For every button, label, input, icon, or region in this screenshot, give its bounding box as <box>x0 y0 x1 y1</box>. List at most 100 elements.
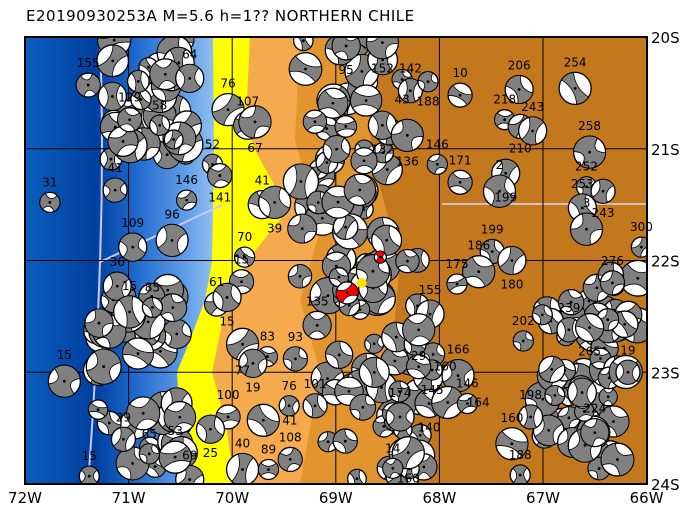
focal-mechanism[interactable] <box>350 147 378 175</box>
focal-mechanism[interactable] <box>630 236 651 258</box>
focal-mechanism[interactable] <box>195 414 226 444</box>
focal-mechanism[interactable] <box>288 52 323 86</box>
focal-mechanism[interactable] <box>512 330 534 352</box>
focal-mechanism[interactable] <box>225 452 260 485</box>
focal-mechanism[interactable] <box>158 293 188 323</box>
focal-mechanism[interactable] <box>417 71 439 93</box>
focal-mechanism[interactable] <box>85 348 122 385</box>
focal-mechanism[interactable] <box>161 318 192 350</box>
focal-mechanism[interactable] <box>149 114 171 136</box>
focal-mechanism[interactable] <box>107 125 139 158</box>
focal-mechanism[interactable] <box>599 270 626 296</box>
focal-mechanism[interactable] <box>365 27 400 60</box>
focal-mechanism[interactable] <box>343 173 377 207</box>
focal-mechanism[interactable] <box>332 214 359 241</box>
focal-mechanism[interactable] <box>126 396 161 431</box>
focal-mechanism[interactable] <box>302 310 332 340</box>
focal-mechanism[interactable] <box>580 417 610 448</box>
focal-mechanism[interactable] <box>302 393 328 419</box>
focal-mechanism[interactable] <box>504 74 534 105</box>
focal-mechanism[interactable] <box>322 134 351 164</box>
focal-mechanism[interactable] <box>600 442 635 477</box>
focal-mechanism[interactable] <box>292 31 314 52</box>
focal-mechanism[interactable] <box>84 308 114 338</box>
focal-mechanism[interactable] <box>406 354 432 380</box>
focal-mechanism[interactable] <box>558 71 592 106</box>
focal-mechanism[interactable] <box>441 358 475 393</box>
focal-mechanism[interactable] <box>364 333 385 354</box>
focal-mechanism[interactable] <box>110 426 137 452</box>
focal-mechanism[interactable] <box>538 355 566 384</box>
focal-mechanism[interactable] <box>556 317 582 343</box>
focal-mechanism[interactable] <box>302 109 328 134</box>
focal-mechanism[interactable] <box>87 399 109 420</box>
main-event-mechanism[interactable] <box>335 281 359 305</box>
focal-mechanism[interactable] <box>238 105 272 139</box>
focal-mechanism[interactable] <box>97 81 128 112</box>
secondary-event-mechanism[interactable] <box>373 250 387 264</box>
focal-mechanism[interactable] <box>47 364 82 398</box>
focal-mechanism[interactable] <box>278 395 300 417</box>
focal-mechanism[interactable] <box>517 116 548 146</box>
focal-mechanism[interactable] <box>138 443 160 465</box>
focal-mechanism[interactable] <box>590 178 616 204</box>
focal-mechanism[interactable] <box>277 446 303 473</box>
focal-mechanism[interactable] <box>163 129 184 150</box>
focal-mechanism[interactable] <box>367 110 398 140</box>
focal-mechanism[interactable] <box>332 428 358 454</box>
focal-mechanism[interactable] <box>349 84 383 117</box>
focal-mechanism[interactable] <box>238 348 268 378</box>
focal-mechanism[interactable] <box>517 404 544 430</box>
focal-mechanism[interactable] <box>615 359 641 385</box>
focal-mechanism[interactable] <box>158 440 192 474</box>
focal-mechanism[interactable] <box>557 288 585 316</box>
focal-mechanism[interactable] <box>282 346 309 372</box>
focal-mechanism[interactable] <box>391 436 425 470</box>
focal-mechanism[interactable] <box>371 224 403 256</box>
focal-mechanism[interactable] <box>569 212 604 246</box>
focal-mechanism[interactable] <box>567 377 598 408</box>
focal-mechanism[interactable] <box>331 32 361 61</box>
focal-mechanism[interactable] <box>121 337 155 370</box>
focal-mechanism[interactable] <box>349 393 377 421</box>
focal-mechanism[interactable] <box>163 400 197 434</box>
focal-mechanism[interactable] <box>574 312 605 343</box>
focal-mechanism[interactable] <box>385 402 415 432</box>
focal-mechanism[interactable] <box>317 87 349 119</box>
focal-mechanism[interactable] <box>598 387 618 407</box>
focal-mechanism[interactable] <box>482 174 517 208</box>
focal-mechanism[interactable] <box>497 245 527 276</box>
focal-mechanism[interactable] <box>346 468 367 488</box>
focal-mechanism[interactable] <box>78 465 100 486</box>
focal-mechanism[interactable] <box>207 162 233 189</box>
focal-mechanism[interactable] <box>317 431 339 453</box>
focal-mechanism[interactable] <box>282 163 320 200</box>
focal-mechanism[interactable] <box>175 189 198 211</box>
focal-mechanism[interactable] <box>509 464 531 485</box>
focal-mechanism[interactable] <box>75 72 101 98</box>
focal-mechanism[interactable] <box>358 356 390 388</box>
focal-mechanism[interactable] <box>447 82 473 108</box>
focal-mechanism[interactable] <box>447 169 473 195</box>
focal-mechanism[interactable] <box>402 313 436 347</box>
focal-mechanism[interactable] <box>390 118 424 152</box>
focal-mechanism[interactable] <box>233 246 256 268</box>
focal-mechanism[interactable] <box>112 295 147 329</box>
focal-mechanism[interactable] <box>96 44 130 78</box>
focal-mechanism[interactable] <box>395 248 420 274</box>
focal-mechanism[interactable] <box>287 263 313 289</box>
focal-mechanism[interactable] <box>324 340 354 370</box>
focal-mechanism[interactable] <box>426 153 448 176</box>
focal-mechanism[interactable] <box>246 403 280 437</box>
focal-mechanism[interactable] <box>258 185 292 220</box>
focal-mechanism[interactable] <box>141 296 164 319</box>
focal-mechanism[interactable] <box>116 107 143 133</box>
focal-mechanism[interactable] <box>456 392 479 415</box>
focal-mechanism[interactable] <box>388 380 411 403</box>
focal-mechanism[interactable] <box>446 273 468 295</box>
focal-mechanism[interactable] <box>175 63 205 93</box>
focal-mechanism[interactable] <box>39 191 61 214</box>
focal-mechanism[interactable] <box>544 384 566 406</box>
focal-mechanism[interactable] <box>149 58 182 91</box>
focal-mechanism[interactable] <box>495 427 529 461</box>
